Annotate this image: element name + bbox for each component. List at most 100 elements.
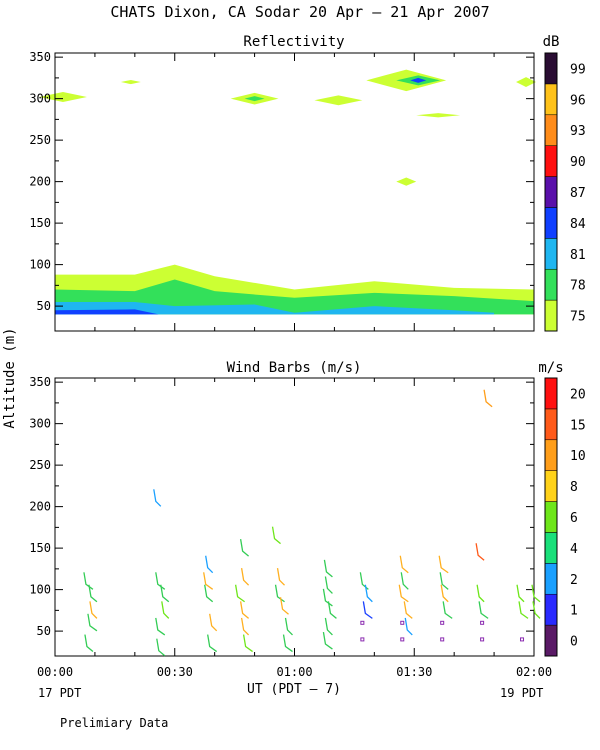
- calm-marker: [440, 620, 445, 625]
- y-tick-label: 250: [29, 133, 51, 147]
- reflectivity-y-ticks: 50 100 150 200 250 300 350: [29, 50, 534, 313]
- wind-barb: [516, 584, 525, 603]
- reflectivity-blob: [244, 96, 265, 102]
- wind-barb: [438, 555, 449, 574]
- wind-barb: [84, 634, 94, 653]
- colorbar-label: 1: [570, 604, 578, 619]
- colorbar-swatch: [544, 408, 558, 441]
- wind-barb: [399, 555, 409, 574]
- colorbar-swatch: [544, 83, 558, 116]
- reflectivity-blob: [416, 113, 461, 118]
- wind-barb: [322, 588, 333, 607]
- wind-barb: [89, 601, 98, 619]
- x-tick-label: 00:30: [157, 665, 193, 679]
- wind-barb: [442, 601, 453, 619]
- colorbar-swatch: [544, 624, 558, 657]
- wind-barb: [242, 634, 253, 653]
- colorbar-swatch: [544, 268, 558, 301]
- colorbar-swatch: [544, 563, 558, 595]
- wind-barb: [274, 584, 285, 603]
- x-tick-label: 01:00: [276, 665, 312, 679]
- reflectivity-x-ticks: [54, 53, 535, 331]
- wind-title: Wind Barbs (m/s): [227, 360, 362, 376]
- colorbar-label: 90: [570, 155, 586, 170]
- colorbar-label: 0: [570, 635, 578, 650]
- wind-barbs: [83, 389, 541, 657]
- colorbar-label: 93: [570, 124, 586, 139]
- y-tick-label: 250: [29, 458, 51, 472]
- reflectivity-blob: [410, 77, 427, 83]
- calm-marker: [400, 637, 405, 642]
- date-right: 19 PDT: [500, 686, 543, 700]
- colorbar-label: 84: [570, 217, 586, 232]
- colorbar-label: 10: [570, 449, 586, 464]
- wind-barb: [362, 601, 373, 619]
- wind-barb: [398, 584, 409, 603]
- colorbar-swatch: [544, 470, 558, 502]
- reflectivity-band: [55, 301, 495, 315]
- wind-barb: [284, 617, 293, 636]
- colorbar-label: 8: [570, 480, 578, 495]
- wind-barb: [276, 568, 285, 586]
- y-tick-label: 50: [37, 624, 51, 638]
- y-tick-label: 200: [29, 500, 51, 514]
- wind-barb: [156, 638, 166, 657]
- reflectivity-blob: [120, 79, 141, 85]
- reflectivity-colorbar: 75 78 81 84 87 90 93 96 99: [544, 52, 586, 332]
- wind-barb: [160, 584, 170, 603]
- wind-barb: [239, 539, 250, 557]
- wind-barb: [161, 601, 170, 619]
- y-tick-label: 150: [29, 541, 51, 555]
- reflectivity-blob: [516, 77, 536, 88]
- x-tick-label: 00:00: [37, 665, 73, 679]
- y-tick-label: 350: [29, 50, 51, 64]
- wind-barb: [87, 613, 98, 632]
- wind-barb: [155, 617, 166, 636]
- y-tick-label: 200: [29, 175, 51, 189]
- colorbar-label: 96: [570, 93, 586, 108]
- reflectivity-blob: [39, 92, 87, 102]
- wind-barb: [483, 389, 493, 408]
- wind-barb: [359, 572, 369, 590]
- wind-barb: [204, 584, 214, 603]
- wind-barb: [240, 617, 250, 636]
- calm-marker: [400, 620, 405, 625]
- reflectivity-blob: [314, 95, 363, 106]
- wind-barb: [207, 634, 218, 653]
- colorbar-label: 87: [570, 186, 586, 201]
- colorbar-swatch: [544, 532, 558, 564]
- wind-barb: [440, 584, 449, 603]
- wind-barb: [531, 584, 541, 603]
- colorbar-swatch: [544, 501, 558, 533]
- x-tick-label: 02:00: [516, 665, 552, 679]
- y-tick-label: 150: [29, 216, 51, 230]
- colorbar-swatch: [544, 176, 558, 208]
- calm-marker: [520, 637, 525, 642]
- wind-barb: [324, 617, 333, 636]
- date-left: 17 PDT: [38, 686, 81, 700]
- wind-barb: [324, 576, 333, 594]
- wind-barb: [155, 572, 166, 590]
- colorbar-label: 6: [570, 511, 578, 526]
- wind-barb: [279, 597, 289, 615]
- colorbar-swatch: [544, 439, 558, 471]
- wind-barb: [209, 613, 218, 632]
- calm-marker: [480, 620, 485, 625]
- wind-barb: [240, 568, 250, 586]
- colorbar-swatch: [544, 238, 558, 270]
- colorbar-swatch: [544, 114, 558, 146]
- colorbar-label: 81: [570, 248, 586, 263]
- wind-colorbar: 0 1 2 4 6 8 10 15 20: [544, 377, 586, 657]
- reflectivity-band: [55, 279, 534, 315]
- reflectivity-fill: [39, 69, 536, 315]
- colorbar-label: 15: [570, 418, 586, 433]
- wind-barb: [239, 601, 250, 619]
- colorbar-swatch: [544, 377, 558, 410]
- wind-barb: [400, 572, 409, 590]
- wind-barb: [323, 559, 333, 578]
- y-tick-label: 100: [29, 258, 51, 272]
- wind-x-ticks: 00:00 00:30 01:00 01:30 02:00: [37, 378, 552, 679]
- wind-colorbar-unit: m/s: [538, 360, 563, 376]
- y-tick-label: 100: [29, 583, 51, 597]
